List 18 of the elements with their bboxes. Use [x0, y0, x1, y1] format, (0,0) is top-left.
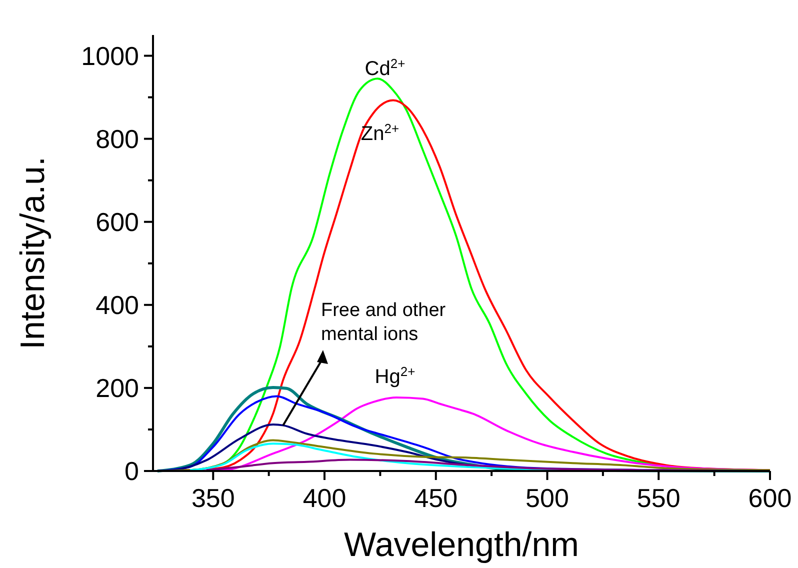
annotation: Hg$^{2+}$: [374, 364, 416, 388]
y-tick-label: 0: [124, 456, 139, 486]
x-tick-label: 600: [748, 483, 792, 513]
y-tick-label: 400: [96, 290, 139, 320]
annotation: Cd$^{2+}$: [364, 56, 406, 80]
y-tick-label: 800: [96, 124, 139, 154]
x-tick-label: 400: [302, 483, 346, 513]
y-tick-label: 200: [96, 372, 139, 403]
y-tick-label: 1000: [81, 40, 139, 71]
x-tick-label: 550: [636, 483, 680, 513]
y-tick-label: 600: [96, 206, 139, 237]
x-tick-label: 500: [526, 483, 569, 513]
annotation: Free and other mental ions: [321, 300, 446, 345]
annotation: Zn$^{2+}$: [360, 120, 400, 145]
y-axis-title: Intensity/a.u.: [14, 156, 52, 350]
x-tick-label: 350: [191, 483, 235, 513]
x-tick-label: 450: [414, 483, 458, 513]
x-axis-title: Wavelength/nm: [344, 526, 579, 564]
